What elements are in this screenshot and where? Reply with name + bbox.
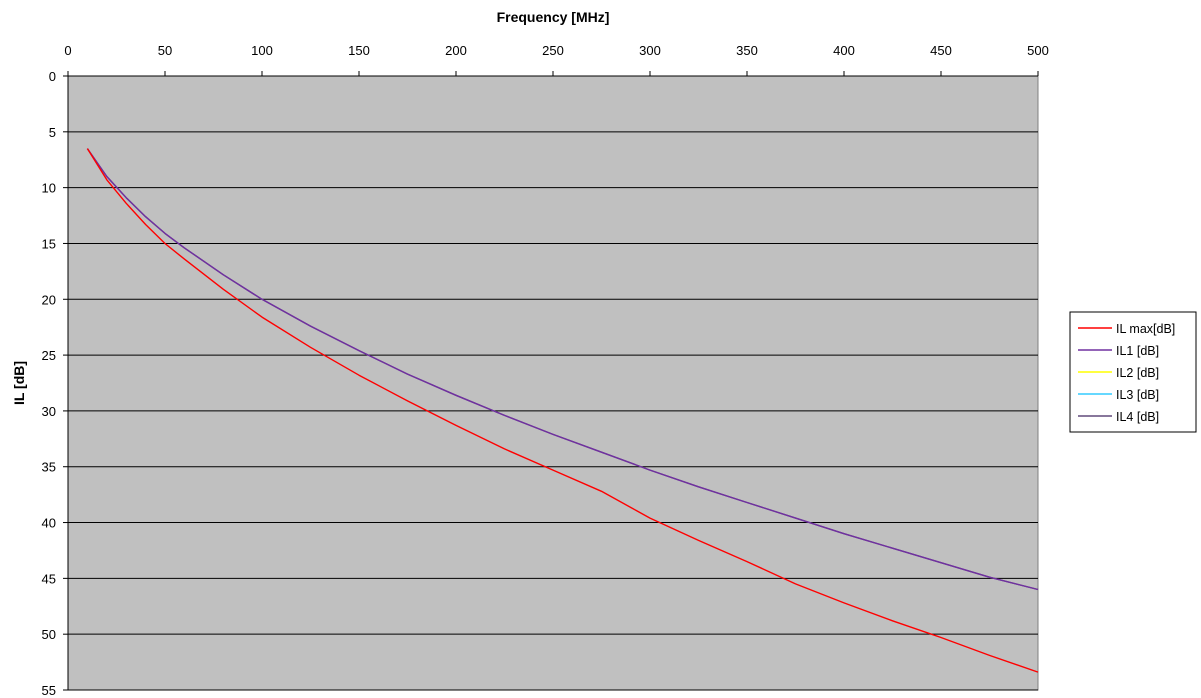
y-tick-label: 45 bbox=[42, 571, 56, 586]
legend-entry: IL2 [dB] bbox=[1116, 366, 1159, 380]
y-tick-label: 20 bbox=[42, 292, 56, 307]
series-line-0 bbox=[86, 148, 1039, 673]
x-tick-label: 400 bbox=[833, 43, 855, 58]
x-tick-label: 50 bbox=[158, 43, 172, 58]
y-tick-label: 15 bbox=[42, 236, 56, 251]
axes bbox=[67, 75, 1038, 690]
y-tick-label: 5 bbox=[49, 125, 56, 140]
gridlines bbox=[68, 131, 1038, 691]
y-tick-label: 30 bbox=[42, 404, 56, 419]
series-line-1 bbox=[86, 148, 1039, 591]
legend-entry: IL4 [dB] bbox=[1116, 410, 1159, 424]
y-tick-label: 40 bbox=[42, 516, 56, 531]
y-axis-title: IL [dB] bbox=[11, 361, 27, 405]
x-tick-label: 500 bbox=[1027, 43, 1049, 58]
series-lines bbox=[86, 148, 1039, 673]
legend: IL max[dB] IL1 [dB] IL2 [dB] IL3 [dB] IL4 [d… bbox=[1069, 311, 1197, 433]
x-tick-label: 250 bbox=[542, 43, 564, 58]
x-tick-label: 150 bbox=[348, 43, 370, 58]
legend-entry: IL1 [dB] bbox=[1116, 344, 1159, 358]
x-tick-label: 100 bbox=[251, 43, 273, 58]
x-tick-label: 0 bbox=[64, 43, 71, 58]
y-tick-label: 50 bbox=[42, 627, 56, 642]
plot-area bbox=[67, 75, 1039, 691]
legend-entry: IL3 [dB] bbox=[1116, 388, 1159, 402]
y-tick-label: 25 bbox=[42, 348, 56, 363]
legend-entry: IL max[dB] bbox=[1116, 322, 1175, 336]
x-tick-label: 200 bbox=[445, 43, 467, 58]
x-axis-ticks: 0 50 100 150 200 250 300 350 400 450 500 bbox=[64, 43, 1049, 76]
y-tick-label: 55 bbox=[42, 683, 56, 698]
y-tick-label: 35 bbox=[42, 460, 56, 475]
x-tick-label: 450 bbox=[930, 43, 952, 58]
y-tick-label: 10 bbox=[42, 181, 56, 196]
y-tick-label: 0 bbox=[49, 69, 56, 84]
x-tick-label: 350 bbox=[736, 43, 758, 58]
x-axis-title: Frequency [MHz] bbox=[497, 9, 610, 25]
x-tick-label: 300 bbox=[639, 43, 661, 58]
y-axis-ticks: 0 5 10 15 20 25 30 35 40 45 50 55 bbox=[42, 69, 68, 698]
